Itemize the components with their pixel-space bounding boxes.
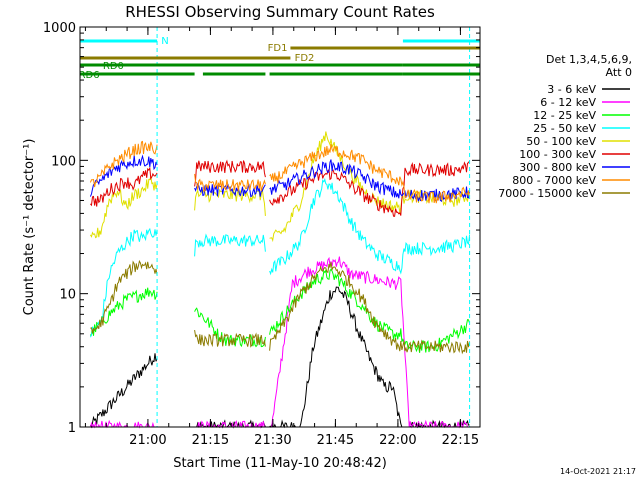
flag-label-fd2: FD2 [295, 53, 315, 64]
flag-label-rd0: RD0 [103, 61, 124, 72]
date-stamp: 14-Oct-2021 21:17 [560, 467, 636, 476]
series-line-4 [89, 177, 471, 338]
flag-label-n: N [161, 36, 168, 47]
plot-area [89, 27, 471, 429]
legend-label-5: 50 - 100 keV [526, 135, 596, 148]
legend-label-7: 300 - 800 keV [519, 161, 596, 174]
legend-label-6: 100 - 300 keV [519, 148, 596, 161]
legend-header-line-2: Att 0 [606, 66, 632, 79]
y-tick-label-1: 1 [68, 421, 76, 436]
series-line-8 [89, 140, 471, 204]
series-line-5 [89, 131, 471, 243]
legend-label-3: 12 - 25 keV [533, 109, 596, 122]
y-tick-label-2: 10 [59, 288, 76, 303]
y-axis-label: Count Rate (s⁻¹ detector⁻¹) [22, 139, 37, 316]
flag-label-rd6: RD6 [79, 70, 100, 81]
x-axis: 21:00 21:15 21:30 21:45 22:00 22:15 [84, 27, 479, 448]
y-tick-label-4: 1000 [43, 21, 76, 36]
series-line-9 [90, 259, 471, 355]
x-tick-label-2: 21:15 [192, 433, 229, 448]
chart-title: RHESSI Observing Summary Count Rates [125, 3, 435, 21]
series-line-6 [90, 159, 471, 217]
series-line-1 [89, 286, 470, 429]
legend-label-1: 3 - 6 keV [547, 83, 596, 96]
x-tick-label-6: 22:15 [442, 433, 479, 448]
legend-label-2: 6 - 12 keV [540, 96, 596, 109]
legend-label-9: 7000 - 15000 keV [498, 187, 596, 200]
x-tick-label-3: 21:30 [254, 433, 291, 448]
flag-label-fd1: FD1 [268, 43, 288, 54]
legend-label-4: 25 - 50 keV [533, 122, 596, 135]
y-tick-label-3: 100 [51, 154, 76, 169]
series-line-3 [89, 268, 471, 353]
x-axis-label: Start Time (11-May-10 20:48:42) [173, 456, 387, 471]
plot-frame [79, 26, 481, 428]
x-tick-label-4: 21:45 [317, 433, 354, 448]
legend-header-line-1: Det 1,3,4,5,6,9, [546, 53, 632, 66]
y-axis: 1 10 100 1000 [43, 21, 480, 436]
x-tick-label-5: 22:00 [379, 433, 416, 448]
x-tick-label-1: 21:00 [129, 433, 166, 448]
legend-label-8: 800 - 7000 keV [512, 174, 596, 187]
